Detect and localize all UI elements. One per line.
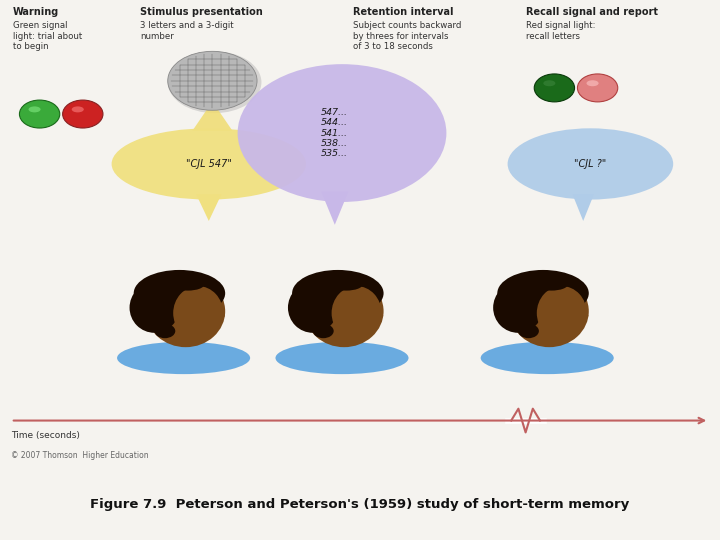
Ellipse shape: [276, 342, 408, 374]
Ellipse shape: [518, 324, 539, 338]
Text: Stimulus presentation: Stimulus presentation: [140, 7, 263, 17]
Ellipse shape: [288, 282, 338, 333]
Ellipse shape: [565, 309, 575, 321]
FancyBboxPatch shape: [331, 319, 353, 343]
Ellipse shape: [313, 324, 333, 338]
Ellipse shape: [19, 100, 60, 128]
Ellipse shape: [174, 286, 223, 340]
Ellipse shape: [130, 282, 179, 333]
Ellipse shape: [498, 270, 589, 316]
Ellipse shape: [534, 74, 575, 102]
Ellipse shape: [217, 313, 225, 318]
Text: Subject counts backward
by threes for intervals
of 3 to 18 seconds: Subject counts backward by threes for in…: [353, 22, 462, 51]
Ellipse shape: [292, 270, 384, 316]
Ellipse shape: [168, 51, 261, 113]
FancyBboxPatch shape: [536, 319, 558, 343]
Ellipse shape: [168, 51, 257, 110]
Text: Warning: Warning: [13, 7, 59, 17]
Ellipse shape: [332, 286, 382, 340]
FancyBboxPatch shape: [173, 319, 194, 343]
Ellipse shape: [112, 129, 306, 200]
Text: Retention interval: Retention interval: [353, 7, 454, 17]
Polygon shape: [572, 194, 594, 221]
Text: "CJL ?": "CJL ?": [575, 159, 606, 169]
Text: Figure 7.9  Peterson and Peterson's (1959) study of short-term memory: Figure 7.9 Peterson and Peterson's (1959…: [91, 498, 629, 511]
Text: Red signal light:
recall letters: Red signal light: recall letters: [526, 22, 595, 41]
Ellipse shape: [330, 278, 363, 291]
Ellipse shape: [508, 129, 673, 200]
Ellipse shape: [72, 106, 84, 112]
Polygon shape: [192, 107, 233, 131]
Ellipse shape: [155, 324, 175, 338]
Ellipse shape: [587, 80, 598, 86]
Ellipse shape: [577, 74, 618, 102]
Text: © 2007 Thomson  Higher Education: © 2007 Thomson Higher Education: [11, 451, 148, 461]
Ellipse shape: [360, 309, 369, 321]
Ellipse shape: [537, 286, 587, 340]
Ellipse shape: [376, 313, 383, 318]
Ellipse shape: [171, 278, 204, 291]
Ellipse shape: [29, 106, 40, 112]
Ellipse shape: [146, 275, 225, 347]
Text: 547...
544...
541...
538...
535...: 547... 544... 541... 538... 535...: [321, 108, 348, 158]
Ellipse shape: [202, 309, 211, 321]
Text: "CJL 547": "CJL 547": [186, 159, 232, 169]
Ellipse shape: [544, 80, 555, 86]
Ellipse shape: [493, 282, 543, 333]
Text: Recall signal and report: Recall signal and report: [526, 7, 657, 17]
Ellipse shape: [481, 342, 613, 374]
Ellipse shape: [581, 313, 588, 318]
Ellipse shape: [238, 64, 446, 202]
Text: Time (seconds): Time (seconds): [11, 431, 80, 440]
Ellipse shape: [510, 275, 589, 347]
Ellipse shape: [134, 270, 225, 316]
Polygon shape: [321, 192, 348, 225]
Ellipse shape: [305, 275, 384, 347]
Text: 3 letters and a 3-digit
number: 3 letters and a 3-digit number: [140, 22, 234, 41]
Ellipse shape: [117, 342, 250, 374]
Polygon shape: [196, 194, 222, 221]
Ellipse shape: [535, 278, 568, 291]
Text: Green signal
light: trial about
to begin: Green signal light: trial about to begin: [13, 22, 82, 51]
Ellipse shape: [63, 100, 103, 128]
